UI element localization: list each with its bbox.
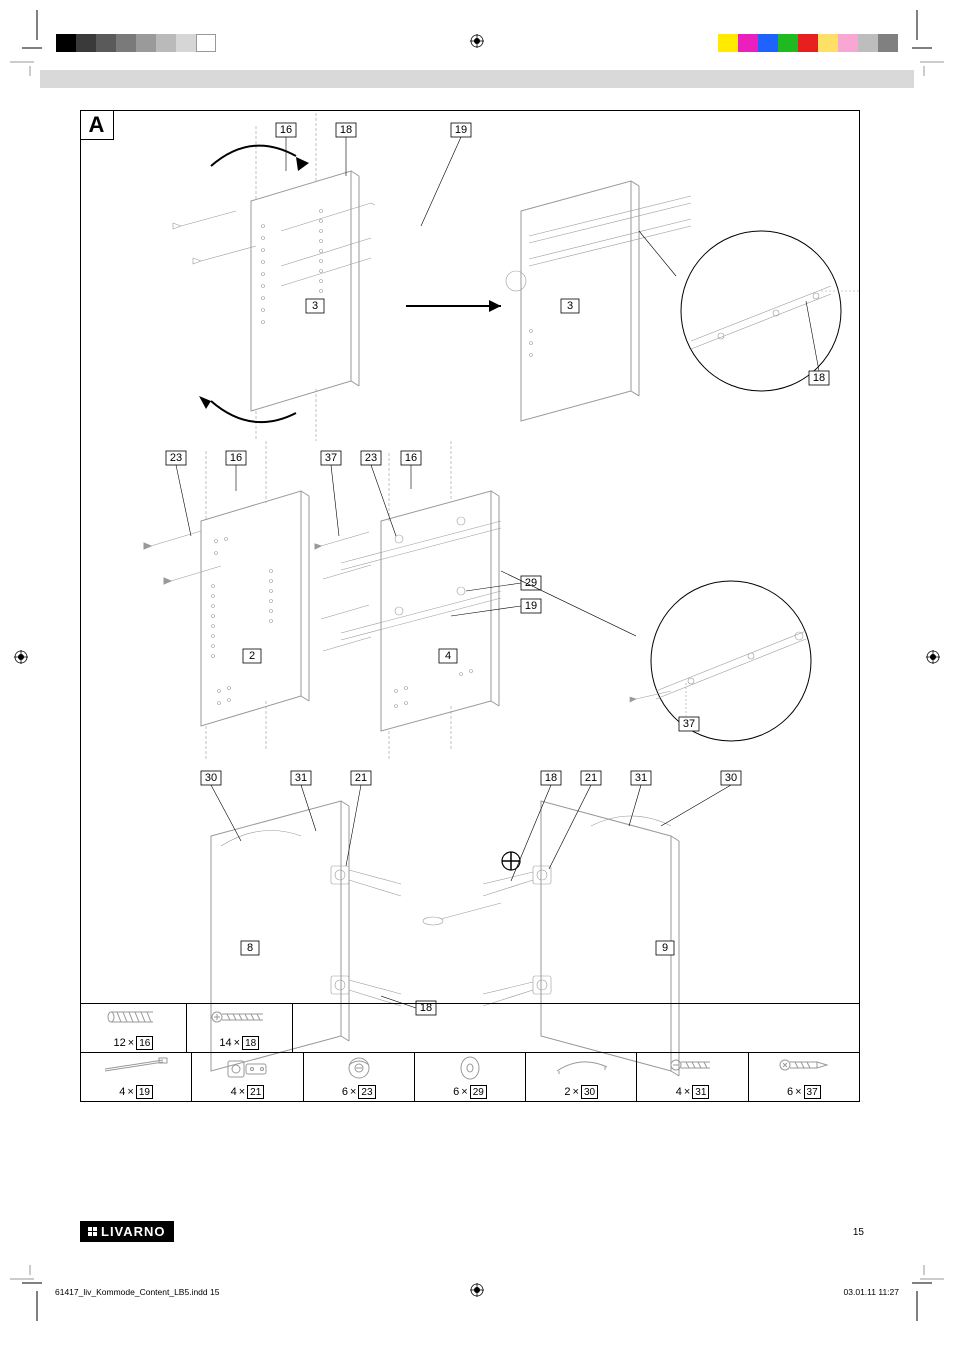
dowel-icon [105,1006,161,1028]
svg-text:21: 21 [585,772,597,784]
registration-mark-left [14,650,28,664]
crop-bleed-tr [914,56,944,76]
brand-badge: LIVARNO [80,1221,174,1242]
svg-text:23: 23 [365,452,377,464]
svg-text:30: 30 [205,772,217,784]
header-strip [40,70,914,88]
diagram-row2: 23 16 2 [81,441,859,761]
part-cell-30: 2×30 [526,1053,637,1101]
part-cell-37: 6×37 [749,1053,859,1101]
svg-text:18: 18 [340,124,352,136]
registration-mark-bottom [470,1283,484,1297]
footer-filename: 61417_liv_Kommode_Content_LB5.indd 15 [55,1287,219,1297]
svg-text:8: 8 [247,942,253,954]
page: A [55,70,899,1250]
cam-icon [342,1055,376,1081]
svg-text:31: 31 [635,772,647,784]
part-cell-16: 12×16 [81,1004,187,1052]
color-bar-right [718,34,898,52]
screw-short-icon [668,1055,718,1075]
registration-mark-top [470,34,484,48]
svg-text:37: 37 [325,452,337,464]
crop-bleed-bl [10,1265,40,1285]
part-cell-21: 4×21 [192,1053,303,1101]
svg-text:16: 16 [405,452,417,464]
svg-text:31: 31 [295,772,307,784]
svg-text:23: 23 [170,452,182,464]
svg-text:18: 18 [813,372,825,384]
part-cell-29: 6×29 [415,1053,526,1101]
svg-text:37: 37 [683,718,695,730]
crop-bleed-tl [10,56,40,76]
svg-text:30: 30 [725,772,737,784]
diagram-row1: 16 18 19 3 3 [81,111,859,441]
color-bar-left [56,34,216,52]
svg-text:19: 19 [455,124,467,136]
diagram-frame: A [80,110,860,1102]
brand-logo-icon [88,1227,97,1236]
registration-mark-right [926,650,940,664]
handle-icon [551,1055,611,1075]
svg-text:16: 16 [280,124,292,136]
hinge-icon [224,1055,270,1081]
footer-datetime: 03.01.11 11:27 [844,1287,899,1297]
crop-mark-tl [22,10,52,60]
svg-text:4: 4 [445,650,451,662]
crop-bleed-br [914,1265,944,1285]
crop-mark-tr [902,10,932,60]
part-cell-31: 4×31 [637,1053,748,1101]
page-number: 15 [853,1227,864,1238]
part-cell-23: 6×23 [304,1053,415,1101]
rod-icon [101,1055,171,1075]
svg-text:16: 16 [230,452,242,464]
screw-long-icon [209,1006,269,1028]
svg-text:18: 18 [545,772,557,784]
part-cell-19: 4×19 [81,1053,192,1101]
ring-icon [456,1055,484,1081]
svg-text:9: 9 [662,942,668,954]
svg-text:3: 3 [312,300,318,312]
svg-text:21: 21 [355,772,367,784]
part-cell-18: 14×18 [187,1004,293,1052]
svg-text:3: 3 [567,300,573,312]
brand-text: LIVARNO [101,1224,166,1239]
svg-text:19: 19 [525,600,537,612]
svg-text:2: 2 [249,650,255,662]
screw-euro-icon [777,1055,831,1075]
parts-list: 12×16 14×18 4×19 4×21 [81,1003,859,1101]
